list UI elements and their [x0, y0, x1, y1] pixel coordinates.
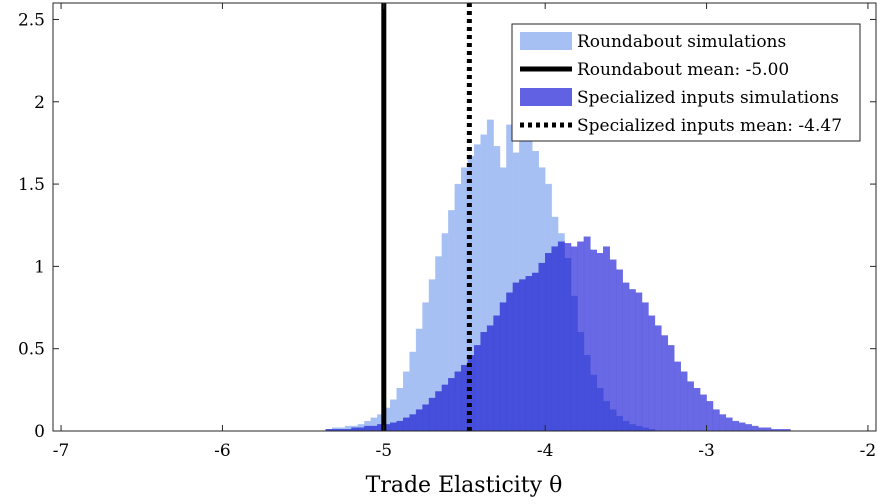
- specialized-bar: [667, 345, 675, 432]
- specialized-bar: [693, 388, 701, 432]
- legend-swatch: [520, 88, 572, 106]
- specialized-bar: [674, 361, 681, 432]
- specialized-bar: [519, 279, 527, 432]
- legend-swatch: [520, 32, 572, 50]
- x-tick-label: -6: [214, 441, 231, 461]
- specialized-bar: [409, 414, 417, 432]
- specialized-bar: [570, 246, 578, 432]
- specialized-bar: [364, 425, 372, 432]
- legend: Roundabout simulations Roundabout mean: -…: [511, 23, 861, 142]
- x-tick-label: -7: [53, 441, 70, 461]
- specialized-bar: [422, 404, 430, 432]
- specialized-bar: [415, 409, 423, 432]
- specialized-bar: [628, 289, 636, 432]
- mean-lines: [381, 3, 472, 431]
- specialized-bar: [512, 282, 520, 432]
- legend-entry: Specialized inputs mean: -4.47: [577, 116, 842, 136]
- specialized-bar: [603, 246, 610, 432]
- specialized-bar: [712, 409, 720, 432]
- specialized-bar: [448, 378, 456, 432]
- specialized-bar: [493, 315, 501, 432]
- specialized-bar: [654, 325, 662, 432]
- specialized-bar: [486, 325, 494, 432]
- specialized-bar: [538, 262, 546, 432]
- y-tick-label: 1.5: [18, 175, 45, 195]
- y-tick-label: 2.5: [18, 10, 45, 30]
- specialized-bar: [738, 422, 746, 432]
- specialized-bar: [577, 241, 585, 432]
- specialized-bar: [506, 292, 514, 432]
- specialized-bar: [719, 414, 727, 432]
- specialized-bar: [680, 371, 688, 432]
- x-axis-label: Trade Elasticity θ: [366, 473, 563, 498]
- x-tick-label: -3: [698, 441, 715, 461]
- specialized-bar: [699, 394, 707, 432]
- specialized-bar: [544, 253, 552, 432]
- y-tick-label: 1: [34, 257, 45, 277]
- legend-entry: Roundabout simulations: [577, 32, 786, 52]
- specialized-bar: [525, 276, 533, 432]
- specialized-bar: [609, 259, 617, 432]
- specialized-bar: [454, 371, 462, 432]
- specialized-bar: [661, 335, 669, 432]
- y-axis: 0 0.5 1 1.5 2 2.5: [18, 10, 876, 442]
- specialized-bar: [732, 420, 740, 432]
- specialized-bar: [390, 422, 397, 432]
- legend-entry: Specialized inputs simulations: [577, 88, 839, 108]
- plot-frame: [52, 2, 877, 432]
- specialized-bar: [622, 282, 630, 432]
- specialized-bar: [686, 381, 694, 432]
- y-tick-label: 2: [34, 93, 45, 113]
- specialized-bar: [480, 332, 488, 432]
- x-tick-label: -2: [860, 441, 877, 461]
- legend-entry: Roundabout mean: -5.00: [577, 60, 789, 80]
- specialized-bar: [473, 345, 481, 432]
- specialized-bar: [583, 236, 591, 432]
- specialized-bar: [725, 417, 733, 432]
- y-tick-label: 0.5: [18, 340, 45, 360]
- specialized-bar: [706, 401, 714, 432]
- specialized-bar: [751, 425, 759, 432]
- specialized-bar: [745, 424, 752, 432]
- specialized-bar: [557, 241, 565, 432]
- x-axis: -7 -6 -5 -4 -3 -2: [53, 3, 876, 461]
- specialized-bar: [635, 292, 643, 432]
- specialized-bar: [590, 249, 598, 432]
- specialized-bar: [564, 243, 572, 432]
- specialized-bar: [551, 246, 559, 432]
- specialized-bar: [370, 425, 378, 432]
- specialized-bar: [402, 417, 410, 432]
- specialized-bar: [532, 272, 539, 432]
- specialized-bar: [441, 384, 449, 432]
- specialized-bar: [615, 269, 623, 432]
- specialized-bar: [396, 420, 404, 432]
- specialized-bar: [428, 397, 436, 432]
- specialized-bar: [641, 302, 649, 432]
- specialized-bar: [596, 253, 604, 432]
- x-tick-label: -4: [537, 441, 554, 461]
- specialized-bar: [648, 315, 656, 432]
- specialized-bar: [461, 364, 468, 432]
- x-tick-label: -5: [376, 441, 393, 461]
- specialized-bar: [499, 302, 507, 432]
- y-tick-label: 0: [34, 422, 45, 442]
- specialized-bar: [435, 391, 443, 432]
